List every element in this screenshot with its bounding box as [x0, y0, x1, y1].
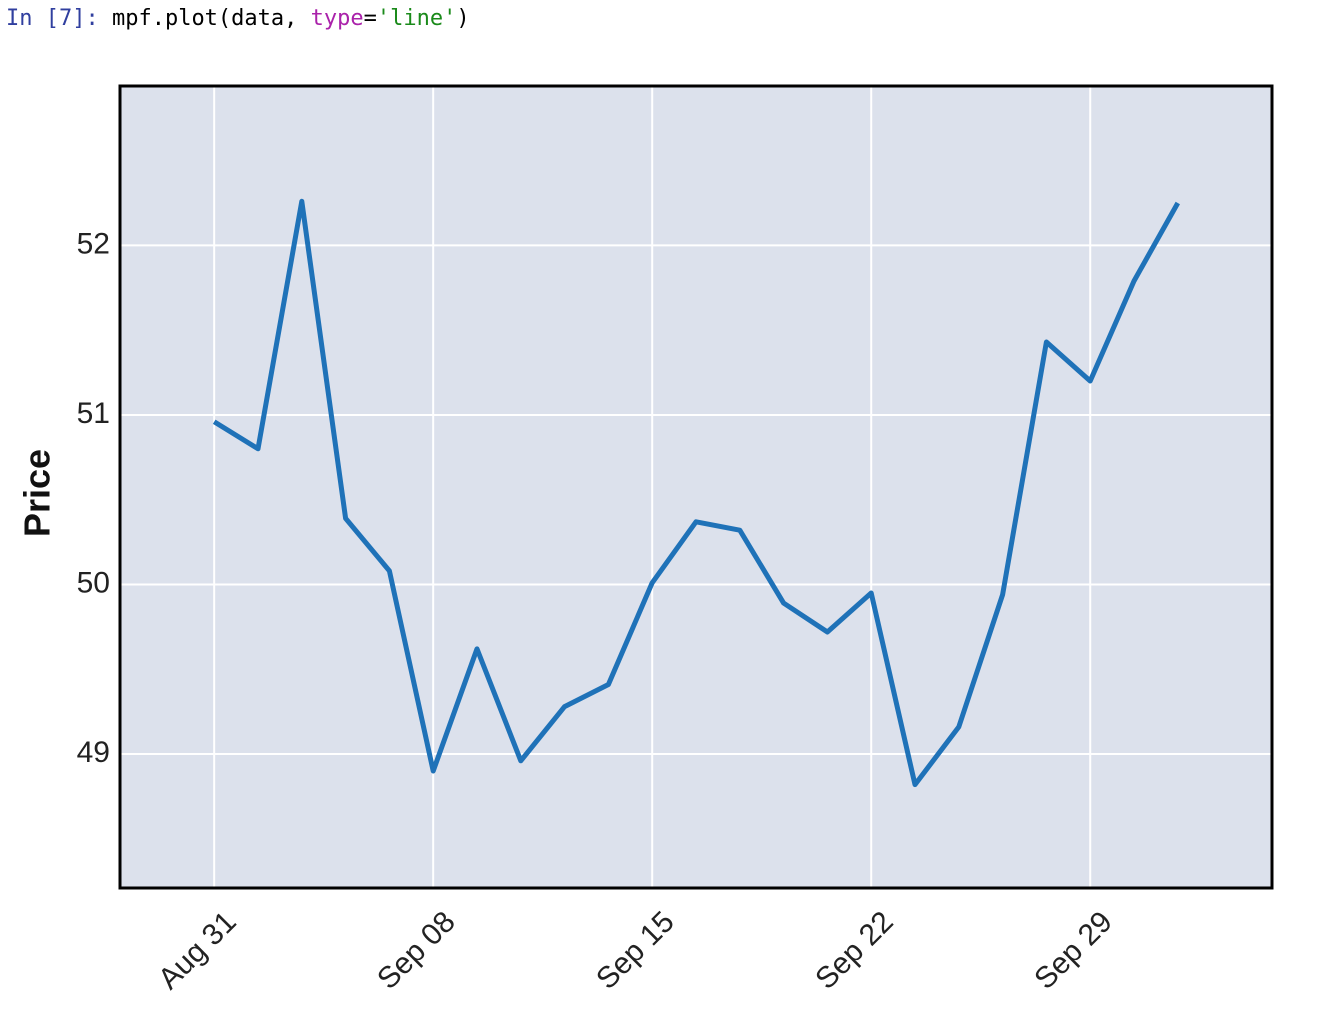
- y-tick-label: 50: [77, 566, 110, 599]
- price-line: [212, 198, 1180, 788]
- x-tick-label: Sep 08: [371, 905, 462, 996]
- y-tick-label: 51: [77, 397, 110, 430]
- y-tick-label: 49: [77, 736, 110, 769]
- code: 'line': [376, 6, 457, 31]
- y-axis-label: Price: [17, 449, 58, 537]
- y-tick-label: 52: [77, 227, 110, 260]
- code: type: [310, 6, 364, 31]
- code: =: [363, 6, 377, 31]
- x-tick-label: Sep 22: [809, 905, 900, 996]
- code-cell: In [7]: mpf.plot(data, type='line'): [6, 6, 470, 31]
- plot-area: [120, 86, 1272, 888]
- code: mpf.plot(data,: [111, 6, 311, 31]
- x-tick-label: Aug 31: [152, 905, 243, 996]
- x-tick-label: Sep 29: [1028, 905, 1119, 996]
- code: ): [456, 6, 470, 31]
- plot-frame: [118, 84, 1274, 890]
- prompt: In [7]:: [6, 6, 99, 31]
- x-tick-label: Sep 15: [590, 905, 681, 996]
